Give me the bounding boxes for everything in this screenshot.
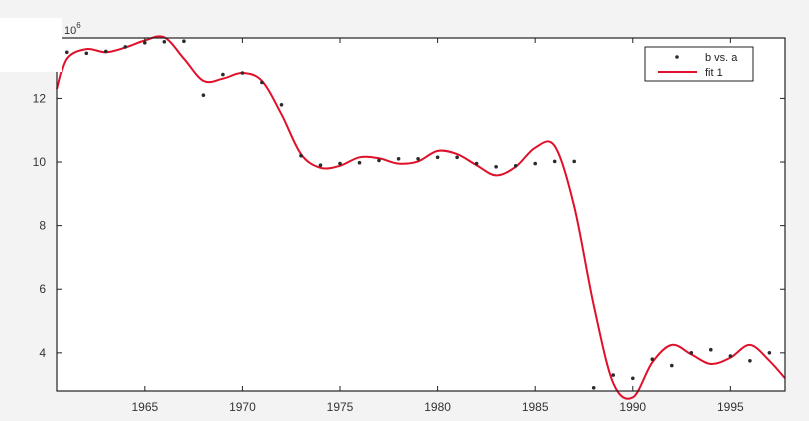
data-point [494,165,498,169]
data-point [396,157,401,161]
legend-box [644,46,754,82]
axis-ticks: 1965 1970 1975 1980 1985 1990 1995 4 6 8 10 12 [33,38,785,414]
data-point [65,50,69,55]
data-point [299,153,303,158]
data-point [767,351,772,355]
legend-label-points: b vs. a [705,52,738,64]
x-tick-label: 1995 [717,400,744,414]
data-point [435,155,440,160]
data-point [572,159,576,164]
data-point [377,158,381,163]
legend-label-fit: fit 1 [705,67,723,79]
data-point [416,157,420,161]
data-point [260,80,264,85]
plot-area [57,38,785,391]
data-point [474,161,479,166]
data-point [552,159,557,164]
x-tick-label: 1975 [327,400,354,414]
data-point [611,373,615,377]
data-point [123,45,128,49]
data-point [221,72,225,77]
fit-1-line [56,35,786,400]
white-cover-block [0,18,62,72]
x-tick-label: 1970 [229,400,256,414]
data-point [631,376,635,381]
data-point [591,386,596,390]
x-tick-label: 1980 [424,400,451,414]
data-point [650,357,655,362]
data-point [318,163,323,167]
data-point [84,51,89,56]
data-point [357,160,362,165]
y-exponent-label: 106 [64,21,81,37]
data-point [338,161,342,166]
y-tick-label: 4 [39,346,46,360]
data-point [201,93,206,97]
data-point [689,351,694,355]
y-tick-label: 12 [33,91,47,105]
data-point [670,363,674,368]
x-tick-label: 1965 [131,400,158,414]
data-point [240,71,245,75]
y-exponent-base: 10 [64,25,76,37]
x-tick-label: 1985 [522,400,549,414]
data-point [533,161,537,166]
data-point [513,164,518,168]
y-exponent-power: 6 [76,21,81,30]
data-point [748,359,752,363]
axes-box [56,37,786,392]
data-point [182,39,186,43]
chart-marks [56,35,786,400]
data-point [728,354,733,358]
data-point [709,347,713,352]
y-tick-label: 6 [39,282,46,296]
data-point [455,155,459,160]
legend: b vs. a fit 1 [644,46,754,82]
y-tick-label: 8 [39,219,46,233]
legend-marker-points [675,55,679,59]
x-tick-label: 1990 [619,400,646,414]
data-point [104,49,108,54]
data-point [279,103,284,107]
data-point [162,40,167,44]
y-tick-label: 10 [33,155,47,169]
